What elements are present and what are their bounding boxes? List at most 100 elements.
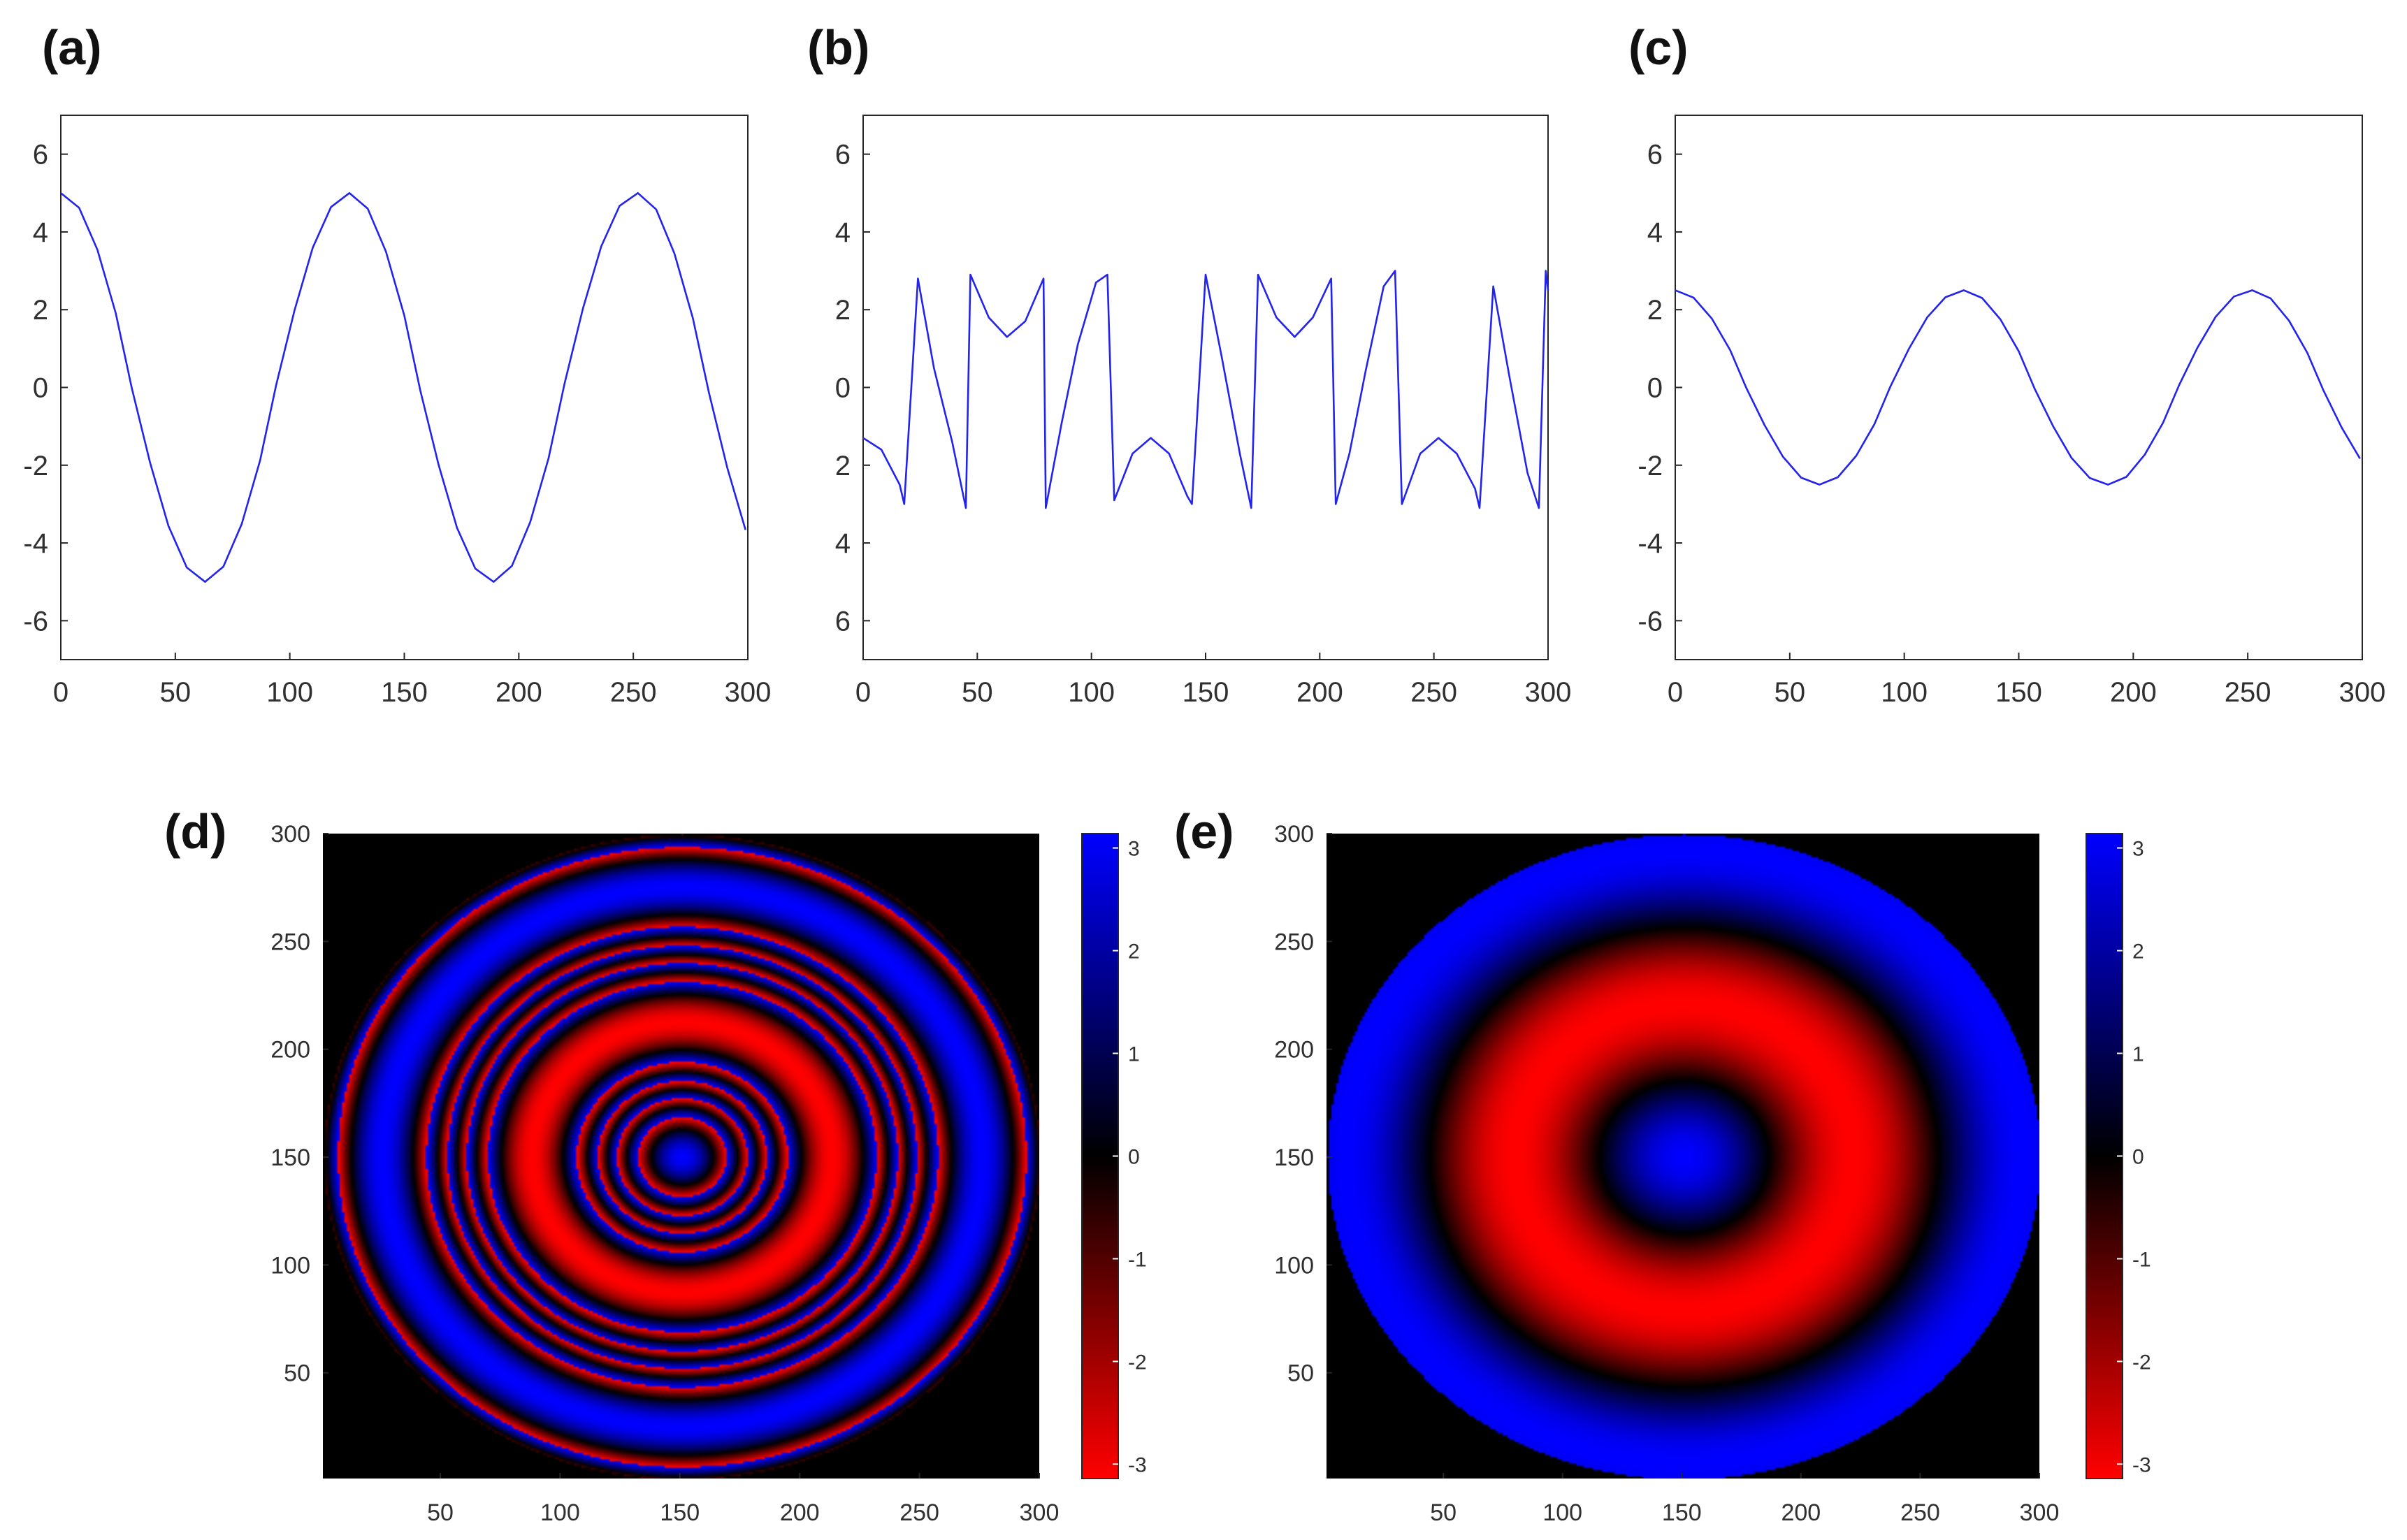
y-tick-label: 6 [835, 140, 851, 170]
y-tick-label: 100 [270, 1252, 310, 1279]
y-tick-label: 6 [835, 606, 851, 637]
x-tick-label: 300 [725, 677, 772, 708]
x-tick-label: 200 [780, 1499, 820, 1526]
x-tick-label: 250 [899, 1499, 939, 1526]
heatmap-e: 50 100 150 200 250 300 50 100 150 200 250 300 3 2 1 0 -1… [1274, 821, 2151, 1526]
x-tick-label: 250 [610, 677, 657, 708]
y-tick-label: 0 [835, 373, 851, 404]
colorbar-tick-label: 2 [2132, 940, 2144, 964]
colorbar-tick-label: -1 [1128, 1248, 1147, 1271]
series-line [60, 191, 746, 583]
y-tick-label: -4 [23, 528, 48, 559]
x-tick-label: 200 [1781, 1499, 1821, 1526]
y-tick-label: 200 [270, 1037, 310, 1063]
y-tick-label: 6 [33, 140, 48, 170]
y-tick-label: 2 [835, 451, 851, 481]
y-tick-label: 300 [1274, 821, 1314, 848]
y-tick-label: 2 [1647, 295, 1663, 326]
y-tick-label: 4 [835, 528, 851, 559]
x-tick-label: 300 [1020, 1499, 1060, 1526]
panel-label-d: (d) [164, 804, 227, 859]
colorbar-tick-label: 3 [1128, 838, 1140, 861]
x-tick-label: 50 [160, 677, 191, 708]
y-tick-label: 250 [1274, 929, 1314, 955]
x-tick-label: 200 [1296, 677, 1343, 708]
y-tick-label: 100 [1274, 1252, 1314, 1279]
colorbar-tick-label: 0 [2132, 1146, 2144, 1169]
x-tick-label: 250 [1900, 1499, 1940, 1526]
y-tick-label: 0 [33, 373, 48, 404]
x-tick-label: 150 [660, 1499, 700, 1526]
x-tick-label: 50 [962, 677, 993, 708]
x-tick-label: 50 [1430, 1499, 1457, 1526]
series-line [1675, 289, 2361, 486]
colorbar [2086, 833, 2123, 1479]
y-tick-label: 300 [270, 821, 310, 848]
x-tick-label: 0 [855, 677, 871, 708]
chart-c: 0 50 100 150 200 250 300 6 4 2 0 -2 -4 -6 [1638, 115, 2385, 708]
y-tick-label: 200 [1274, 1037, 1314, 1063]
x-tick-label: 250 [1410, 677, 1457, 708]
plot-frame-c [1675, 115, 2363, 660]
y-tick-label: -6 [1638, 606, 1663, 637]
y-tick-label: -2 [1638, 451, 1663, 481]
y-tick-label: 4 [835, 217, 851, 248]
x-tick-label: 100 [1068, 677, 1115, 708]
y-tick-label: 50 [1287, 1360, 1314, 1387]
panel-label-e: (e) [1174, 804, 1234, 859]
x-tick-label: 0 [53, 677, 68, 708]
colorbar-tick-label: -1 [2132, 1248, 2151, 1271]
panel-label-a: (a) [42, 20, 102, 75]
x-tick-label: 100 [266, 677, 313, 708]
panel-label-b: (b) [807, 20, 870, 75]
colorbar-tick-label: 3 [2132, 838, 2144, 861]
colorbar-tick-label: 1 [1128, 1043, 1140, 1066]
y-tick-label: 0 [1647, 373, 1663, 404]
y-tick-label: -6 [23, 606, 48, 637]
y-tick-label: 6 [1647, 140, 1663, 170]
y-tick-label: 4 [33, 217, 48, 248]
y-tick-label: 2 [33, 295, 48, 326]
plot-frame-a [60, 115, 749, 660]
x-tick-label: 100 [1542, 1499, 1582, 1526]
x-tick-label: 100 [540, 1499, 580, 1526]
x-tick-label: 300 [2339, 677, 2386, 708]
colorbar [1081, 833, 1119, 1479]
y-tick-label: -4 [1638, 528, 1663, 559]
x-tick-label: 150 [1183, 677, 1229, 708]
heatmap-image [1327, 834, 2039, 1479]
colorbar-tick-label: -3 [2132, 1453, 2151, 1476]
y-tick-label: 250 [270, 929, 310, 955]
x-tick-label: 150 [1662, 1499, 1702, 1526]
plot-frame-b [862, 115, 1549, 660]
chart-a: 0 50 100 150 200 250 300 6 4 2 0 -2 -4 -6 [23, 115, 771, 708]
x-tick-label: 150 [1995, 677, 2042, 708]
panel-label-c: (c) [1628, 20, 1689, 75]
colorbar-tick-label: -3 [1128, 1453, 1147, 1476]
colorbar-tick-label: 0 [1128, 1146, 1140, 1169]
x-tick-label: 100 [1881, 677, 1928, 708]
chart-b: 0 50 100 150 200 250 300 6 4 2 0 2 4 6 [835, 115, 1572, 708]
colorbar-tick-label: 1 [2132, 1043, 2144, 1066]
y-tick-label: -2 [23, 451, 48, 481]
x-tick-label: 50 [427, 1499, 454, 1526]
x-tick-label: 300 [1525, 677, 1572, 708]
colorbar-tick-label: -2 [2132, 1351, 2151, 1374]
x-tick-label: 50 [1774, 677, 1806, 708]
heatmap-image [323, 834, 1039, 1479]
colorbar-tick-label: -2 [1128, 1351, 1147, 1374]
y-tick-label: 4 [1647, 217, 1663, 248]
y-tick-label: 2 [835, 295, 851, 326]
x-tick-label: 200 [2110, 677, 2157, 708]
colorbar-tick-label: 2 [1128, 940, 1140, 964]
y-tick-label: 150 [1274, 1145, 1314, 1171]
x-tick-label: 300 [2020, 1499, 2060, 1526]
y-tick-label: 50 [284, 1360, 310, 1387]
x-tick-label: 150 [381, 677, 428, 708]
series-line [862, 270, 1549, 509]
y-tick-label: 150 [270, 1145, 310, 1171]
x-tick-label: 0 [1668, 677, 1683, 708]
x-tick-label: 250 [2225, 677, 2271, 708]
heatmap-d: 50 100 150 200 250 300 50 100 150 200 250 300 3 2 1 0 -1… [270, 821, 1146, 1526]
